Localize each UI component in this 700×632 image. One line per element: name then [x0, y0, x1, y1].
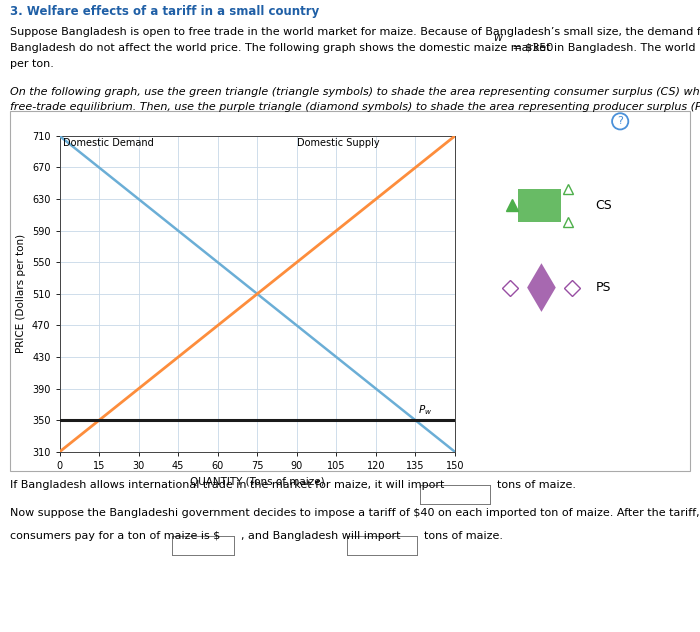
Text: CS: CS: [596, 199, 612, 212]
X-axis label: QUANTITY (Tons of maize): QUANTITY (Tons of maize): [190, 477, 325, 487]
Polygon shape: [527, 263, 556, 312]
Text: PS: PS: [596, 281, 611, 294]
Text: On the following graph, use the green triangle (triangle symbols) to shade the a: On the following graph, use the green tr…: [10, 87, 700, 97]
Text: consumers pay for a ton of maize is $: consumers pay for a ton of maize is $: [10, 531, 220, 541]
Text: , and Bangladesh will import: , and Bangladesh will import: [241, 531, 401, 541]
Text: Bangladesh do not affect the world price. The following graph shows the domestic: Bangladesh do not affect the world price…: [10, 43, 700, 53]
Text: Domestic Supply: Domestic Supply: [297, 138, 379, 149]
Text: tons of maize.: tons of maize.: [424, 531, 503, 541]
Text: per ton.: per ton.: [10, 59, 54, 70]
Text: W: W: [494, 34, 503, 43]
Text: Now suppose the Bangladeshi government decides to impose a tariff of $40 on each: Now suppose the Bangladeshi government d…: [10, 508, 700, 518]
Text: free-trade equilibrium. Then, use the purple triangle (diamond symbols) to shade: free-trade equilibrium. Then, use the pu…: [10, 102, 700, 112]
Text: tons of maize.: tons of maize.: [497, 480, 576, 490]
Y-axis label: PRICE (Dollars per ton): PRICE (Dollars per ton): [16, 234, 27, 353]
Text: Domestic Demand: Domestic Demand: [64, 138, 154, 149]
Polygon shape: [517, 189, 561, 222]
Text: If Bangladesh allows international trade in the market for maize, it will import: If Bangladesh allows international trade…: [10, 480, 444, 490]
Text: 3. Welfare effects of a tariff in a small country: 3. Welfare effects of a tariff in a smal…: [10, 5, 319, 18]
Text: = $350: = $350: [509, 43, 553, 53]
Text: Suppose Bangladesh is open to free trade in the world market for maize. Because : Suppose Bangladesh is open to free trade…: [10, 27, 700, 37]
Text: $P_w$: $P_w$: [418, 403, 433, 417]
Text: ?: ?: [617, 116, 623, 126]
